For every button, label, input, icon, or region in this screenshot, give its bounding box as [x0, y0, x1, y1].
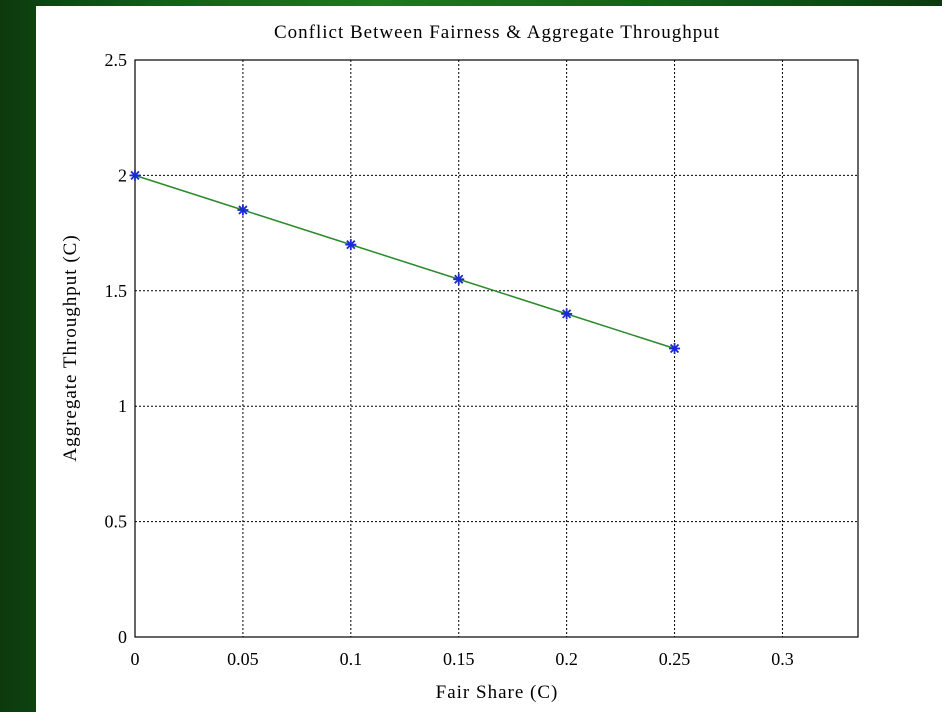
- chart-title: Conflict Between Fairness & Aggregate Th…: [274, 22, 720, 43]
- x-tick-label: 0.1: [340, 649, 363, 669]
- plot-frame: [134, 59, 859, 638]
- y-axis-label: Aggregate Throughput (C): [60, 234, 81, 461]
- y-tick-label: 1.5: [105, 281, 128, 301]
- x-tick-label: 0.3: [771, 649, 794, 669]
- y-tick-label: 2.5: [105, 50, 128, 70]
- chart-panel: [36, 6, 942, 712]
- y-tick-label: 0.5: [105, 512, 128, 532]
- x-ticks: 0 0.05 0.1 0.15 0.2 0.25 0.3: [131, 649, 794, 669]
- x-tick-label: 0.15: [443, 649, 475, 669]
- x-tick-label: 0: [131, 649, 140, 669]
- data-point: [237, 204, 249, 216]
- data-point: [345, 239, 357, 251]
- data-point: [129, 169, 141, 181]
- data-point: [561, 308, 573, 320]
- y-tick-label: 2: [118, 165, 127, 185]
- grid: [135, 60, 858, 637]
- y-ticks: 0 0.5 1 1.5 2 2.5: [105, 50, 128, 647]
- y-tick-label: 0: [118, 627, 127, 647]
- data-point: [669, 343, 681, 354]
- x-axis-label: Fair Share (C): [436, 682, 559, 703]
- x-tick-label: 0.25: [659, 649, 691, 669]
- y-tick-label: 1: [118, 396, 127, 416]
- data-point: [453, 273, 465, 285]
- x-tick-label: 0.05: [227, 649, 259, 669]
- series-markers: [129, 169, 681, 354]
- x-tick-label: 0.2: [555, 649, 578, 669]
- series-line: [134, 174, 675, 350]
